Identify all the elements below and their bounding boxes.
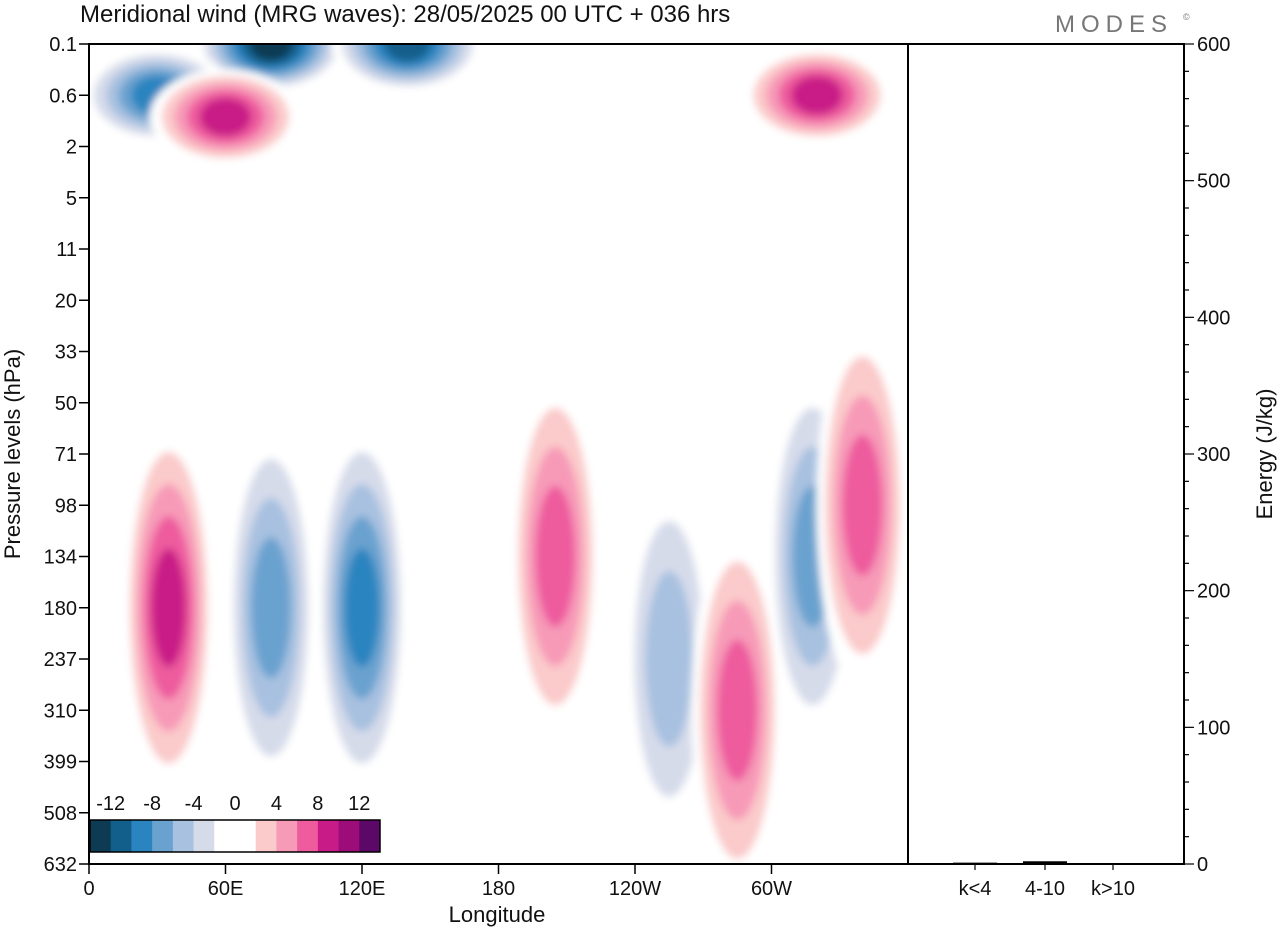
colorbar-label: 8	[312, 793, 323, 815]
energy-axis: 0 100 200 300 400 500 600	[1184, 34, 1230, 876]
heatmap-contour	[717, 639, 758, 781]
colorbar-swatch	[90, 820, 112, 852]
energy-tick-label: 0	[1197, 854, 1208, 876]
colorbar-swatch	[338, 820, 360, 852]
colorbar-swatch	[276, 820, 298, 852]
energy-category-label: 4-10	[1025, 878, 1065, 900]
y-tick-label: 20	[55, 290, 77, 312]
y-tick-label: 71	[55, 444, 77, 466]
energy-category-label: k<4	[959, 878, 992, 900]
y-tick-label: 98	[55, 495, 77, 517]
x-tick-label: 60W	[751, 878, 792, 900]
heatmap-contour	[250, 44, 292, 61]
colorbar-label: -12	[96, 793, 125, 815]
y-tick-label: 2	[66, 137, 77, 159]
heatmap-contour	[151, 548, 187, 668]
energy-tick-label: 400	[1197, 307, 1230, 329]
y-tick-label: 237	[44, 649, 77, 671]
y-tick-label: 180	[44, 598, 77, 620]
colorbar-frame	[89, 819, 381, 853]
energy-bar	[1023, 861, 1067, 864]
y-tick-label: 11	[56, 239, 77, 261]
colorbar-swatch	[131, 820, 153, 852]
energy-tick-label: 500	[1197, 171, 1230, 193]
energy-tick-label: 200	[1197, 581, 1230, 603]
y-tick-label: 134	[44, 547, 77, 569]
energy-panel-frame	[907, 43, 1185, 865]
colorbar-swatch	[193, 820, 215, 852]
x-axis-label: Longitude	[449, 902, 546, 927]
heatmap-contour	[535, 485, 576, 628]
y-tick-label: 508	[44, 803, 77, 825]
y-axis: 0.1 0.6 2 5 11 20 33 50 71 98 134 180 237 310 399 508 63…	[44, 34, 89, 876]
heatmap-contour	[645, 571, 693, 747]
energy-bar	[953, 862, 997, 864]
y-tick-label: 632	[44, 854, 77, 876]
y-tick-label: 399	[44, 752, 77, 774]
x-tick-label: 0	[83, 878, 94, 900]
energy-category-label: k>10	[1091, 878, 1135, 900]
heatmap-plot	[89, 44, 908, 864]
x-tick-label: 180	[482, 878, 515, 900]
colorbar: -12 -8 -4 0 4 8 12	[89, 793, 381, 853]
heatmap-contour	[199, 97, 252, 137]
colorbar-label: 0	[229, 793, 240, 815]
energy-bars: k<4 4-10 k>10	[953, 861, 1135, 900]
colorbar-swatch	[172, 820, 195, 852]
energy-tick-label: 100	[1197, 717, 1230, 739]
y-tick-label: 0.6	[49, 85, 77, 107]
y-tick-label: 0.1	[49, 34, 77, 56]
energy-tick-label: 300	[1197, 444, 1230, 466]
colorbar-swatch	[297, 820, 319, 852]
energy-tick-label: 600	[1197, 34, 1230, 56]
colorbar-swatch	[110, 820, 132, 852]
colorbar-label: -8	[143, 793, 161, 815]
heatmap-contour	[791, 75, 843, 115]
heatmap-contour	[251, 537, 291, 679]
x-tick-label: 60E	[208, 878, 244, 900]
y-tick-label: 5	[66, 188, 77, 210]
modes-logo: MODES	[1055, 11, 1173, 38]
colorbar-swatch	[152, 820, 174, 852]
colorbar-swatch	[255, 820, 277, 852]
logo-mark: ©	[1183, 12, 1190, 22]
colorbar-label: -4	[185, 793, 203, 815]
heatmap-contour	[842, 434, 883, 576]
x-tick-label: 120W	[609, 878, 661, 900]
y-tick-label: 310	[44, 700, 77, 722]
y-tick-label: 33	[55, 342, 77, 364]
x-axis: 0 60E 120E 180 120W 60W	[83, 864, 792, 900]
colorbar-label: 4	[271, 793, 282, 815]
colorbar-label: 12	[348, 793, 370, 815]
y-tick-label: 50	[55, 393, 77, 415]
colorbar-swatch	[317, 820, 340, 852]
chart-title: Meridional wind (MRG waves): 28/05/2025 …	[80, 1, 730, 28]
heatmap-contour	[344, 548, 380, 668]
colorbar-swatch	[214, 820, 236, 852]
heatmap-contour	[384, 44, 431, 62]
y-axis-label: Pressure levels (hPa)	[0, 349, 25, 559]
x-tick-label: 120E	[339, 878, 386, 900]
colorbar-swatch	[359, 820, 381, 852]
colorbar-swatch	[235, 820, 257, 852]
energy-axis-label: Energy (J/kg)	[1252, 389, 1277, 520]
